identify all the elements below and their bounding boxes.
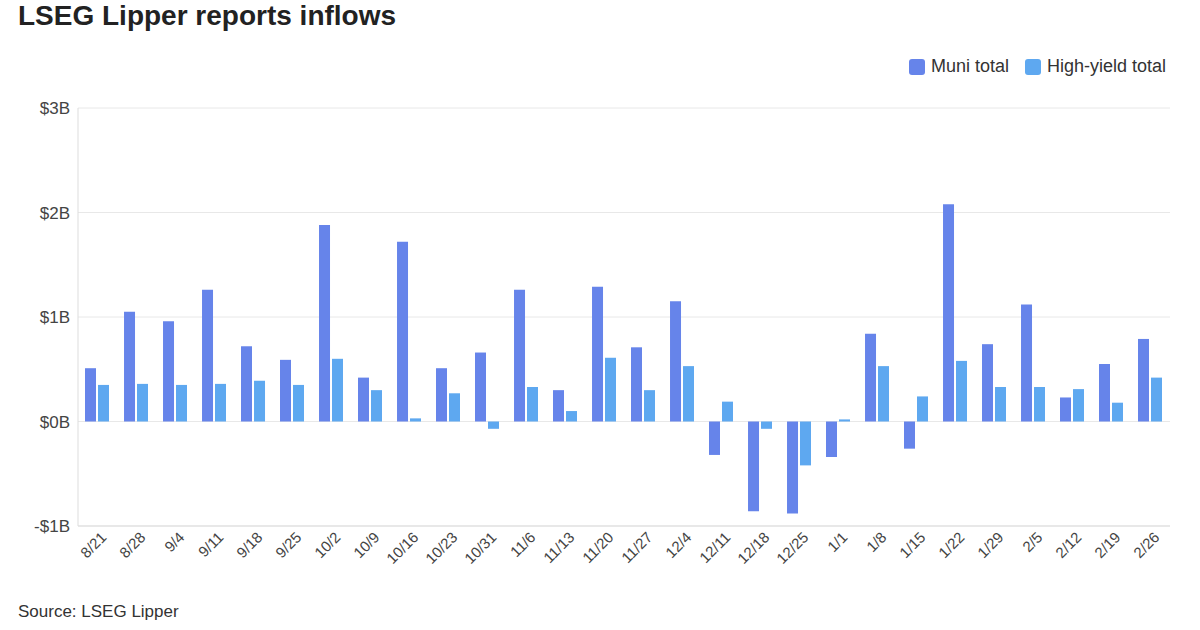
svg-text:1/15: 1/15 [896, 528, 929, 561]
html-text:LSEG Lipper reports inflows: LSEG Lipper reports inflows [18, 0, 396, 31]
html-text:Source: LSEG Lipper: Source: LSEG Lipper [18, 602, 179, 621]
svg-text:11/20: 11/20 [579, 528, 617, 566]
svg-text:12/4: 12/4 [662, 528, 695, 561]
svg-text:11/27: 11/27 [618, 528, 656, 566]
svg-text:1/1: 1/1 [824, 528, 851, 555]
svg-text:$0B: $0B [40, 413, 70, 432]
svg-text:$3B: $3B [40, 99, 70, 118]
svg-text:9/11: 9/11 [195, 528, 227, 560]
svg-text:9/18: 9/18 [233, 528, 266, 561]
svg-text:2/19: 2/19 [1091, 528, 1124, 561]
svg-text:10/23: 10/23 [422, 528, 461, 567]
svg-text:12/11: 12/11 [696, 528, 734, 566]
svg-text:$2B: $2B [40, 204, 70, 223]
svg-text:2/12: 2/12 [1052, 528, 1085, 561]
html-text:Muni total: Muni total [930, 56, 1009, 76]
svg-text:10/2: 10/2 [311, 528, 344, 561]
svg-text:1/22: 1/22 [935, 528, 968, 561]
svg-text:12/25: 12/25 [773, 528, 812, 567]
svg-text:9/4: 9/4 [161, 528, 188, 555]
html-text:High-yield total: High-yield total [1046, 56, 1166, 76]
svg-text:$1B: $1B [40, 308, 70, 327]
svg-text:11/13: 11/13 [540, 528, 578, 566]
svg-text:1/29: 1/29 [974, 528, 1007, 561]
svg-text:10/31: 10/31 [461, 528, 500, 567]
svg-text:12/18: 12/18 [734, 528, 773, 567]
svg-text:-$1B: -$1B [34, 517, 70, 536]
svg-text:1/8: 1/8 [863, 528, 890, 555]
svg-text:8/28: 8/28 [116, 528, 149, 561]
svg-text:2/5: 2/5 [1019, 528, 1046, 555]
svg-text:2/26: 2/26 [1130, 528, 1163, 561]
svg-text:11/6: 11/6 [507, 528, 539, 560]
svg-text:8/21: 8/21 [77, 528, 110, 561]
svg-text:9/25: 9/25 [272, 528, 305, 561]
svg-text:10/16: 10/16 [383, 528, 422, 567]
svg-text:10/9: 10/9 [350, 528, 383, 561]
